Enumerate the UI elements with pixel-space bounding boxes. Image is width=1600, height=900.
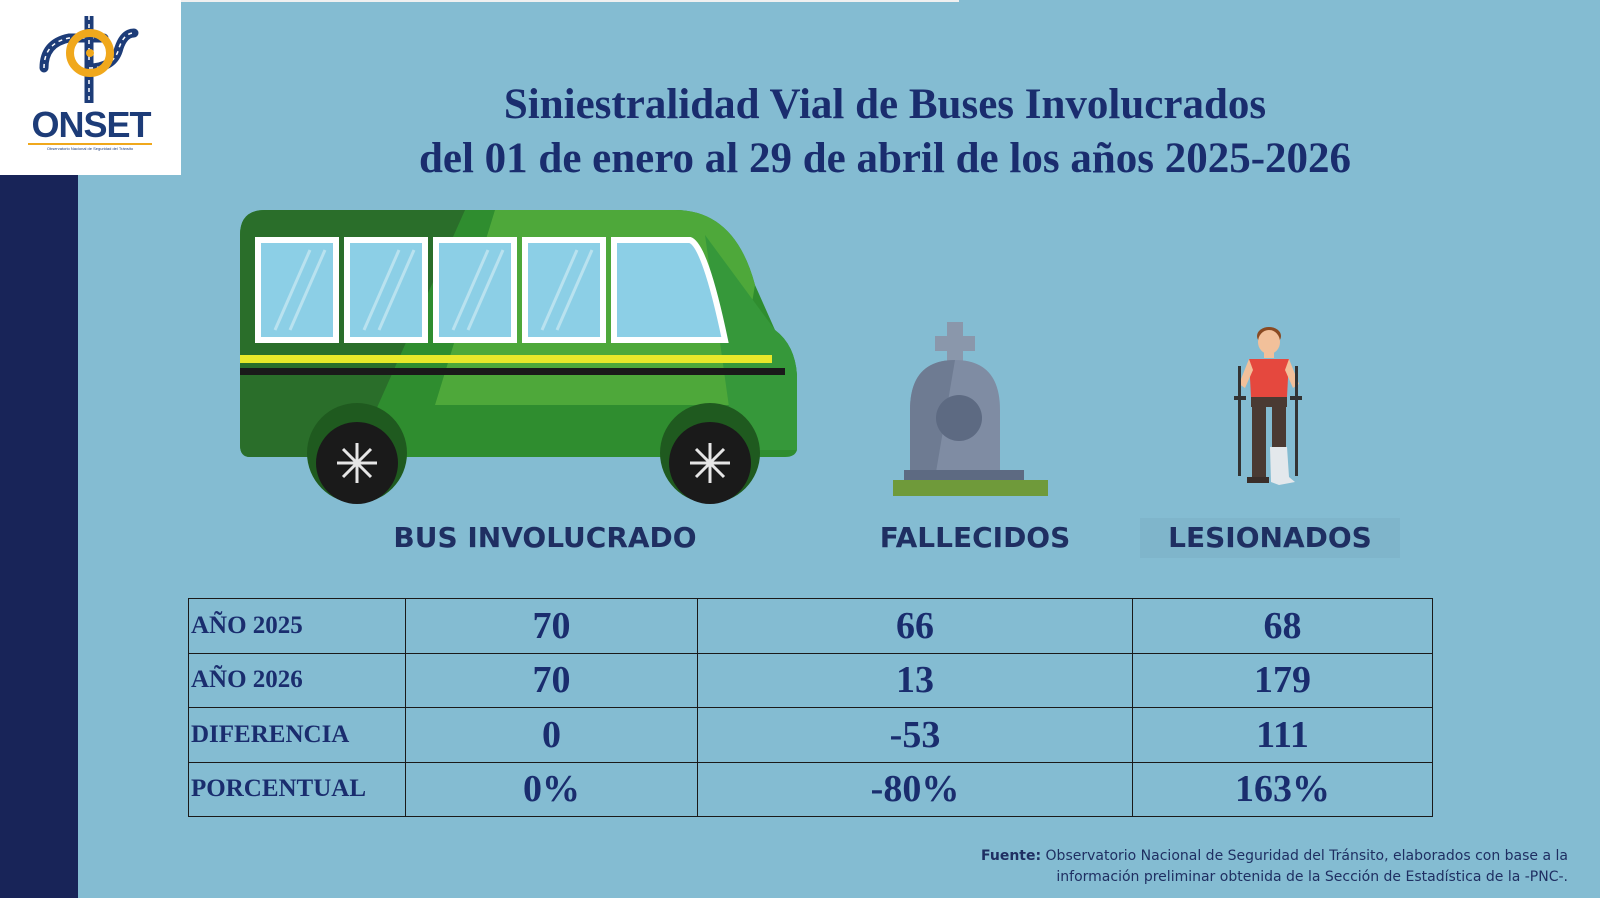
column-header-fallecidos: FALLECIDOS [879,521,1071,554]
table-row: AÑO 2025 70 66 68 [188,598,1433,654]
cell-lesionados: 179 [1132,652,1433,708]
source-text-1: Observatorio Nacional de Seguridad del T… [1045,848,1568,864]
table-row: PORCENTUAL 0% -80% 163% [188,761,1433,817]
logo-underline [28,143,152,145]
title-line-2: del 01 de enero al 29 de abril de los añ… [418,135,1352,182]
source-text-2: información preliminar obtenida de la Se… [1056,869,1568,885]
row-label: AÑO 2026 [188,652,406,708]
source-line-1: Fuente: Observatorio Nacional de Segurid… [940,846,1568,867]
cell-fallecidos: 13 [697,652,1133,708]
row-label: AÑO 2025 [188,598,406,654]
row-label: PORCENTUAL [188,761,406,817]
table-row: DIFERENCIA 0 -53 111 [188,707,1433,763]
logo-wordmark: ONSET [31,104,151,145]
cell-lesionados: 163% [1132,761,1433,817]
cell-lesionados: 68 [1132,598,1433,654]
cell-bus: 0 [405,707,698,763]
cell-bus: 70 [405,598,698,654]
cell-bus: 70 [405,652,698,708]
title-line-1: Siniestralidad Vial de Buses Involucrado… [503,81,1267,128]
source-label: Fuente: [980,848,1042,864]
logo: ONSET Observatorio Nacional de Seguridad… [0,0,181,175]
onset-road-logo-icon [39,16,139,103]
column-header-lesionados: LESIONADOS [1140,518,1400,558]
logo-subtitle: Observatorio Nacional de Seguridad del T… [46,146,134,151]
statistics-table: AÑO 2025 70 66 68 AÑO 2026 70 13 179 DIF… [188,598,1433,817]
bottom-strip [0,898,1600,900]
cell-lesionados: 111 [1132,707,1433,763]
table-row: AÑO 2026 70 13 179 [188,652,1433,708]
column-header-bus: BUS INVOLUCRADO [393,521,697,554]
cell-fallecidos: -80% [697,761,1133,817]
injured-person-icon [1234,327,1302,485]
tombstone-icon [893,322,1048,496]
top-divider [181,0,959,2]
page-title: Siniestralidad Vial de Buses Involucrado… [250,78,1520,186]
bus-icon [240,210,797,504]
row-label: DIFERENCIA [188,707,406,763]
cell-fallecidos: -53 [697,707,1133,763]
cell-fallecidos: 66 [697,598,1133,654]
cell-bus: 0% [405,761,698,817]
source-note: Fuente: Observatorio Nacional de Segurid… [940,846,1568,888]
